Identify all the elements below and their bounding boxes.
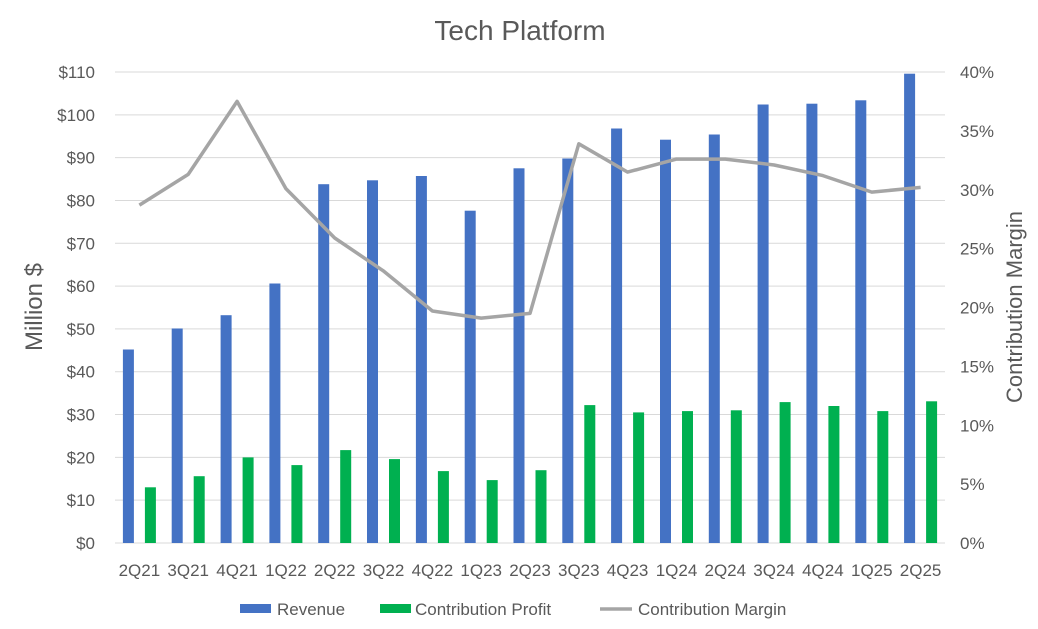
revenue-bar bbox=[318, 184, 330, 543]
y-tick-label-left: $80 bbox=[67, 191, 95, 210]
revenue-bar bbox=[220, 315, 232, 543]
contribution-profit-bar bbox=[779, 402, 791, 543]
revenue-bar bbox=[660, 139, 671, 543]
legend-label-contribution-margin: Contribution Margin bbox=[638, 600, 786, 619]
revenue-bar bbox=[269, 283, 281, 543]
contribution-profit-bar bbox=[730, 410, 742, 543]
y-axis-label-left: Million $ bbox=[21, 263, 48, 351]
x-tick-label: 3Q24 bbox=[753, 561, 795, 580]
x-tick-label: 1Q24 bbox=[656, 561, 698, 580]
y-axis-label-right: Contribution Margin bbox=[1002, 211, 1027, 403]
contribution-profit-bar bbox=[584, 405, 596, 543]
y-tick-label-left: $70 bbox=[67, 234, 95, 253]
x-tick-label: 3Q21 bbox=[167, 561, 209, 580]
y-tick-label-left: $100 bbox=[57, 106, 95, 125]
y-tick-label-right: 5% bbox=[960, 475, 985, 494]
left-y-axis: $0 $10 $20 $30 $40 $50 $60 $70 $80 $90 $100 $110 bbox=[57, 63, 95, 553]
contribution-profit-bar bbox=[633, 412, 645, 543]
x-tick-label: 3Q23 bbox=[558, 561, 600, 580]
y-tick-label-left: $40 bbox=[67, 363, 95, 382]
contribution-profit-bar bbox=[389, 459, 400, 543]
contribution-profit-bar bbox=[291, 465, 303, 543]
x-axis: 2Q21 3Q21 4Q21 1Q22 2Q22 3Q22 4Q22 1Q23 2Q23 3Q23… bbox=[119, 561, 942, 580]
y-tick-label-right: 20% bbox=[960, 299, 994, 318]
contribution-profit-bar bbox=[926, 401, 938, 543]
y-tick-label-left: $0 bbox=[76, 534, 95, 553]
x-tick-label: 2Q23 bbox=[509, 561, 551, 580]
x-tick-label: 3Q22 bbox=[363, 561, 405, 580]
contribution-profit-bar bbox=[682, 411, 693, 543]
x-tick-label: 2Q24 bbox=[705, 561, 747, 580]
x-tick-label: 2Q21 bbox=[119, 561, 161, 580]
x-tick-label: 1Q23 bbox=[460, 561, 502, 580]
y-tick-label-right: 40% bbox=[960, 63, 994, 82]
y-tick-label-left: $30 bbox=[67, 406, 95, 425]
revenue-bar bbox=[367, 180, 378, 544]
revenue-bar bbox=[611, 128, 623, 543]
contribution-profit-bar bbox=[242, 457, 254, 543]
y-tick-label-right: 30% bbox=[960, 181, 994, 200]
contribution-profit-bar bbox=[486, 480, 498, 543]
x-tick-label: 1Q22 bbox=[265, 561, 307, 580]
y-tick-label-left: $110 bbox=[58, 63, 95, 82]
revenue-bar bbox=[855, 100, 867, 544]
revenue-bar bbox=[708, 134, 720, 543]
x-tick-label: 4Q22 bbox=[412, 561, 454, 580]
revenue-bar bbox=[806, 103, 818, 543]
legend-label-contribution-profit: Contribution Profit bbox=[415, 600, 551, 619]
y-tick-label-right: 15% bbox=[960, 357, 994, 376]
contribution-profit-bar bbox=[877, 411, 889, 543]
revenue-bar bbox=[562, 158, 574, 543]
line-series bbox=[138, 99, 921, 320]
x-tick-label: 2Q22 bbox=[314, 561, 356, 580]
chart-title: Tech Platform bbox=[434, 15, 605, 46]
y-tick-label-right: 0% bbox=[960, 534, 985, 553]
x-tick-label: 1Q25 bbox=[851, 561, 893, 580]
bar-series bbox=[122, 73, 938, 544]
x-tick-label: 4Q24 bbox=[802, 561, 844, 580]
y-tick-label-right: 25% bbox=[960, 240, 994, 259]
y-tick-label-left: $60 bbox=[67, 277, 95, 296]
revenue-bar bbox=[513, 168, 525, 544]
revenue-bar bbox=[464, 210, 476, 543]
y-tick-label-left: $50 bbox=[67, 320, 95, 339]
x-tick-label: 2Q25 bbox=[900, 561, 942, 580]
y-tick-label-left: $20 bbox=[67, 448, 95, 467]
legend-label-revenue: Revenue bbox=[277, 600, 345, 619]
contribution-profit-bar bbox=[828, 406, 840, 543]
contribution-profit-bar bbox=[535, 470, 547, 543]
contribution-profit-bar bbox=[340, 450, 352, 543]
legend-swatch-contribution-profit bbox=[380, 604, 411, 613]
contribution-profit-bar bbox=[437, 471, 449, 543]
y-tick-label-right: 10% bbox=[960, 416, 994, 435]
y-tick-label-right: 35% bbox=[960, 122, 994, 141]
y-tick-label-left: $10 bbox=[67, 491, 95, 510]
revenue-bar bbox=[171, 328, 183, 543]
y-tick-label-left: $90 bbox=[67, 149, 95, 168]
revenue-bar bbox=[757, 104, 769, 543]
revenue-bar bbox=[415, 176, 427, 543]
revenue-bar bbox=[122, 349, 134, 543]
contribution-profit-bar bbox=[144, 487, 156, 543]
legend-swatch-revenue bbox=[240, 604, 271, 613]
legend: Revenue Contribution Profit Contribution M… bbox=[240, 600, 786, 619]
x-tick-label: 4Q21 bbox=[216, 561, 258, 580]
right-y-axis: 0% 5% 10% 15% 20% 25% 30% 35% 40% bbox=[960, 63, 994, 553]
x-tick-label: 4Q23 bbox=[607, 561, 649, 580]
contribution-profit-bar bbox=[193, 476, 205, 543]
revenue-bar bbox=[904, 73, 916, 543]
